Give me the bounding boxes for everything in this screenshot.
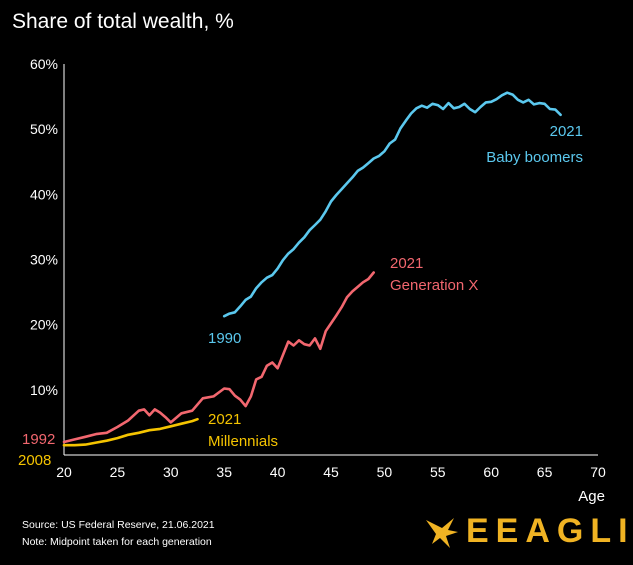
- y-tick-label: 40%: [30, 186, 58, 202]
- series-end-label-generation-x: 2021: [390, 255, 423, 272]
- series-end-label-millennials: 2021: [208, 411, 241, 428]
- brand-logo: EEAGLI: [424, 512, 633, 551]
- x-tick-label: 60: [483, 464, 499, 480]
- series-name-label-millennials: Millennials: [208, 433, 278, 450]
- x-tick-label: 40: [270, 464, 286, 480]
- x-tick-label: 20: [56, 464, 72, 480]
- series-name-label-baby-boomers: Baby boomers: [486, 149, 583, 166]
- method-note: Note: Midpoint taken for each generation: [22, 536, 212, 548]
- series-line-generation-x: [62, 271, 376, 444]
- series-start-label-baby-boomers: 1990: [208, 330, 241, 347]
- series-layer: [62, 91, 562, 447]
- brand-name: EEAGLI: [466, 512, 633, 550]
- y-tick-label: 30%: [30, 252, 58, 268]
- series-start-label-millennials: 2008: [18, 452, 51, 469]
- chart-title: Share of total wealth, %: [12, 10, 234, 33]
- series-line-baby-boomers: [222, 91, 562, 318]
- source-note: Source: US Federal Reserve, 21.06.2021: [22, 519, 215, 531]
- eagle-icon: [426, 517, 458, 548]
- y-tick-label: 10%: [30, 382, 58, 398]
- series-end-label-baby-boomers: 2021: [550, 123, 583, 140]
- x-tick-label: 65: [537, 464, 553, 480]
- x-tick-label: 70: [590, 464, 606, 480]
- series-name-label-generation-x: Generation X: [390, 277, 478, 294]
- series-start-label-generation-x: 1992: [22, 431, 55, 448]
- y-tick-label: 50%: [30, 121, 58, 137]
- series-labels: 1990 2021 Baby boomers 1992 2021 Generation X…: [18, 123, 583, 469]
- x-axis-title: Age: [578, 488, 605, 505]
- x-tick-label: 45: [323, 464, 339, 480]
- x-tick-label: 50: [377, 464, 393, 480]
- y-tick-label: 20%: [30, 317, 58, 333]
- x-tick-label: 55: [430, 464, 446, 480]
- x-tick-label: 35: [216, 464, 232, 480]
- axes: 10% 20% 30% 40% 50% 60% 20 25 30 35 40 45 50 55 60 65 70…: [30, 56, 606, 505]
- series-line-millennials: [62, 417, 199, 447]
- x-tick-label: 25: [110, 464, 126, 480]
- y-tick-label: 60%: [30, 56, 58, 72]
- x-tick-label: 30: [163, 464, 179, 480]
